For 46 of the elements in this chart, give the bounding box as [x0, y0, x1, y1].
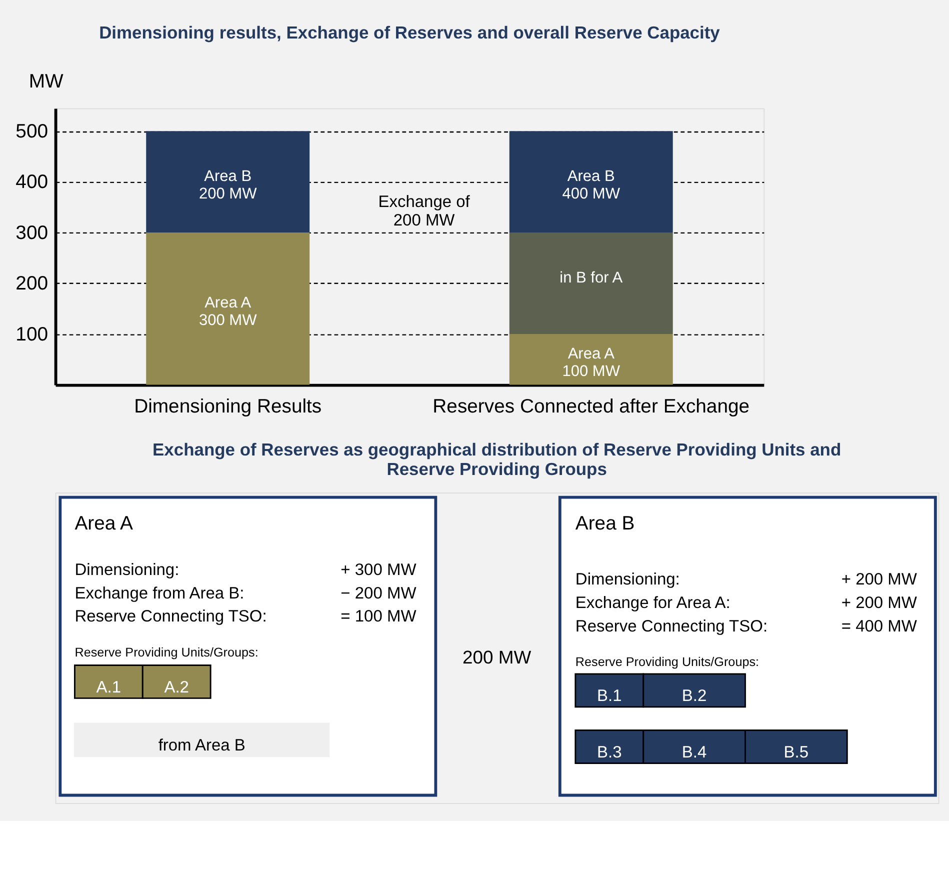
bar [146, 131, 310, 233]
y-tick-label: 300 [16, 222, 48, 244]
text: Area B [575, 512, 635, 534]
text: + 200 MW [841, 570, 918, 589]
text: Reserve Providing Units/Groups: [74, 645, 258, 660]
text: = 100 MW [340, 608, 417, 626]
text: B.2 [682, 687, 707, 706]
text: Area A [74, 512, 133, 534]
text: from Area B [158, 736, 246, 755]
data-label: in B for A [560, 269, 624, 286]
chart-title: Dimensioning results, Exchange of Reserves and overall Reserve Capacity [99, 22, 720, 42]
y-tick-label: 200 [16, 272, 48, 295]
data-label: Area B 200 MW [198, 168, 258, 202]
text: B.5 [784, 743, 809, 762]
y-axis-title: MW [28, 70, 64, 92]
text: A.1 [96, 678, 122, 696]
text: 200 MW [462, 646, 532, 668]
bar [146, 232, 310, 385]
x-tick-label: Reserves Connected after Exchange [432, 395, 750, 418]
x-tick-label: Dimensioning Results [134, 395, 322, 418]
text: Reserve Providing Units/Groups: [575, 655, 760, 670]
data-label: Area A 100 MW [562, 345, 620, 380]
bar [509, 232, 673, 334]
text: Exchange for Area A: [575, 594, 730, 612]
text: − 200 MW [340, 584, 417, 602]
text: + 300 MW [340, 560, 417, 579]
text: Exchange of Reserves as geographical distribution of Reserve Providing Units and Reserve Providing Groups [152, 440, 842, 480]
text: A.2 [164, 678, 189, 696]
text: B.4 [682, 743, 707, 762]
data-label: Area A 300 MW [198, 294, 258, 330]
bar [509, 131, 673, 233]
y-tick-label: 500 [16, 120, 48, 142]
text: Reserve Connecting TSO: [74, 608, 267, 626]
data-label: Area B 400 MW [562, 168, 620, 202]
text: Dimensioning: [575, 570, 680, 589]
y-tick-label: 100 [16, 323, 48, 346]
text: Dimensioning: [74, 560, 180, 579]
text: B.1 [597, 687, 622, 706]
text: Reserve Connecting TSO: [575, 617, 768, 636]
text: + 200 MW [841, 594, 918, 612]
bar [509, 334, 673, 385]
text: = 400 MW [841, 617, 918, 636]
text: B.3 [597, 743, 622, 762]
text: Exchange from Area B: [74, 584, 244, 602]
y-tick-label: 400 [16, 171, 48, 194]
annotation: Exchange of 200 MW [378, 193, 470, 230]
